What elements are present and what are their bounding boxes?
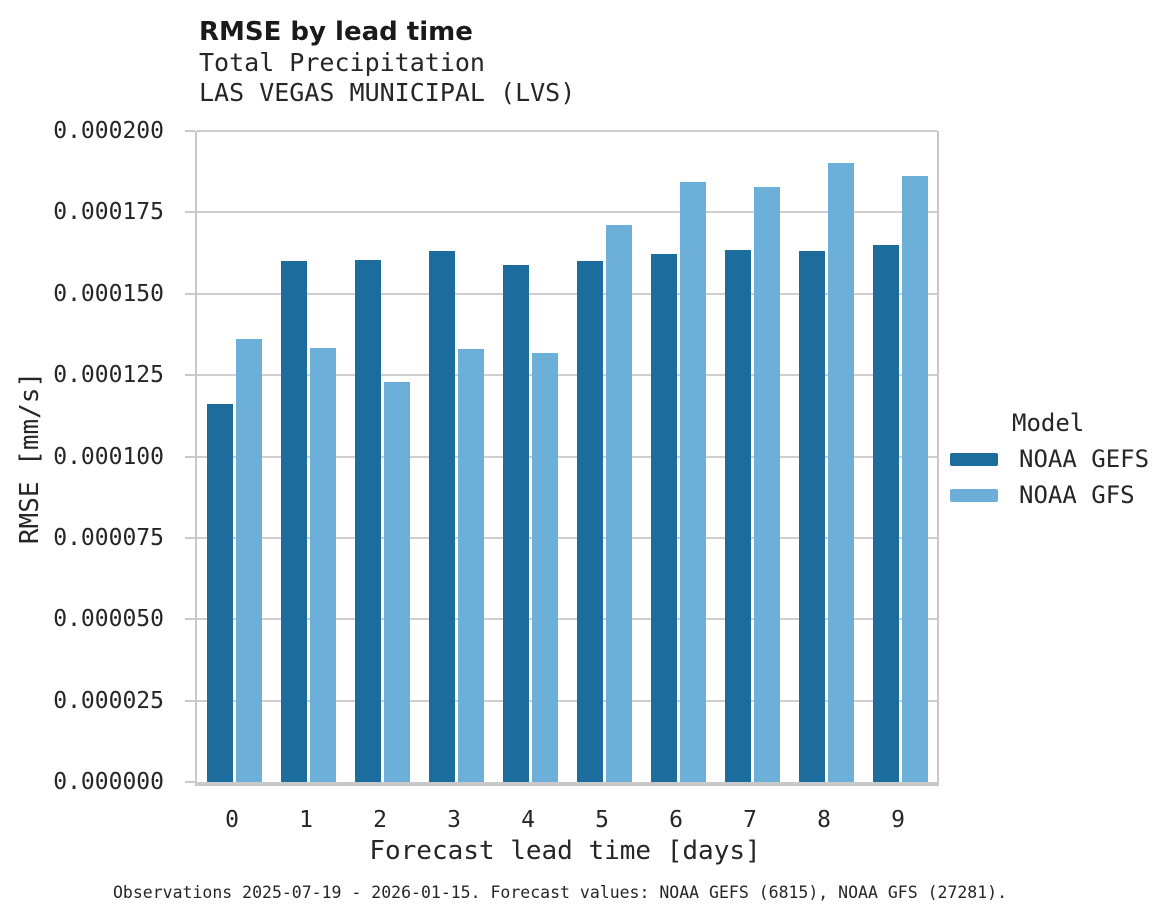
y-tick-label: 0.000125 [53, 362, 164, 389]
bar-group-day-6 [641, 131, 715, 782]
x-tick-label: 7 [743, 807, 757, 833]
bar-noaa-gfs-day-2 [383, 382, 410, 782]
plot-area [195, 130, 939, 786]
x-tick-label: 1 [299, 807, 313, 833]
chart-subtitle-station: LAS VEGAS MUNICIPAL (LVS) [199, 78, 576, 107]
bar-noaa-gfs-day-7 [753, 187, 780, 782]
y-tick-mark [185, 618, 195, 621]
bar-noaa-gefs-day-2 [354, 259, 381, 782]
gridline-y-0.000150 [197, 292, 937, 295]
x-axis-title: Forecast lead time [days] [369, 836, 761, 866]
y-tick-label: 0.000075 [53, 524, 164, 551]
y-tick-mark [185, 455, 195, 458]
bar-group-day-9 [863, 131, 937, 782]
legend-entries: NOAA GEFS NOAA GFS [950, 446, 1170, 508]
caption: Observations 2025-07-19 - 2026-01-15. Fo… [113, 883, 1008, 902]
y-tick-mark [185, 699, 195, 702]
legend: Model NOAA GEFS NOAA GFS [950, 408, 1170, 508]
gridline-y-0.000050 [197, 618, 937, 621]
y-tick-label: 0.000200 [53, 118, 164, 144]
x-tick-label: 9 [891, 807, 905, 833]
chart-title: RMSE by lead time [199, 17, 473, 47]
bar-noaa-gefs-day-3 [428, 250, 455, 782]
bar-noaa-gfs-day-1 [309, 347, 336, 782]
bar-noaa-gefs-day-6 [650, 253, 677, 782]
bar-noaa-gfs-day-4 [531, 353, 558, 782]
y-tick-mark [185, 536, 195, 539]
bar-noaa-gefs-day-0 [206, 403, 233, 782]
y-tick-mark [185, 374, 195, 377]
bar-noaa-gfs-day-6 [679, 181, 706, 782]
bar-noaa-gfs-day-0 [235, 338, 262, 782]
bar-noaa-gfs-day-9 [901, 175, 928, 782]
y-tick-label: 0.000150 [53, 280, 164, 307]
y-tick-mark [185, 292, 195, 295]
gridline-y-0.000175 [197, 211, 937, 214]
legend-swatch [950, 452, 998, 466]
bar-noaa-gefs-day-4 [502, 265, 529, 782]
legend-entry-noaa-gfs: NOAA GFS [950, 482, 1170, 508]
x-tick-label: 8 [817, 807, 831, 833]
bar-noaa-gefs-day-8 [798, 250, 825, 782]
bar-noaa-gfs-day-8 [827, 162, 854, 782]
chart-subtitle-variable: Total Precipitation [199, 48, 485, 77]
bar-noaa-gfs-day-3 [457, 349, 484, 782]
x-tick-label: 3 [447, 807, 461, 833]
bar-noaa-gefs-day-1 [280, 260, 307, 782]
y-tick-mark [185, 211, 195, 214]
legend-label: NOAA GFS [1019, 481, 1135, 509]
gridline-y-0.000075 [197, 536, 937, 539]
bar-noaa-gefs-day-9 [872, 244, 899, 782]
bar-group-day-0 [197, 131, 271, 782]
bar-group-day-1 [271, 131, 345, 782]
bar-noaa-gefs-day-7 [724, 249, 751, 782]
x-tick-label: 0 [225, 807, 239, 833]
gridline-y-0.000025 [197, 699, 937, 702]
y-tick-mark [185, 130, 195, 132]
legend-entry-noaa-gefs: NOAA GEFS [950, 446, 1170, 472]
y-tick-label: 0.000100 [53, 443, 164, 470]
bar-noaa-gfs-day-5 [605, 224, 632, 782]
legend-label: NOAA GEFS [1019, 445, 1150, 473]
y-tick-mark [185, 781, 195, 783]
bar-group-day-3 [419, 131, 493, 782]
gridline-y-0.000125 [197, 374, 937, 377]
y-tick-label: 0.000000 [53, 769, 164, 795]
legend-swatch [950, 488, 998, 502]
bar-group-day-2 [345, 131, 419, 782]
x-tick-label: 6 [669, 807, 683, 833]
y-tick-label: 0.000050 [53, 606, 164, 633]
bar-noaa-gefs-day-5 [576, 260, 603, 782]
x-tick-label: 2 [373, 807, 387, 833]
bar-group-day-4 [493, 131, 567, 782]
legend-title: Model [1012, 409, 1085, 437]
bar-group-day-8 [789, 131, 863, 782]
x-tick-label: 5 [595, 807, 609, 833]
y-tick-label: 0.000025 [53, 687, 164, 714]
x-tick-label: 4 [521, 807, 535, 833]
gridline-y-0.000200 [197, 130, 937, 132]
bar-group-day-7 [715, 131, 789, 782]
gridline-y-0.000100 [197, 455, 937, 458]
y-tick-label: 0.000175 [53, 199, 164, 226]
bar-group-day-5 [567, 131, 641, 782]
